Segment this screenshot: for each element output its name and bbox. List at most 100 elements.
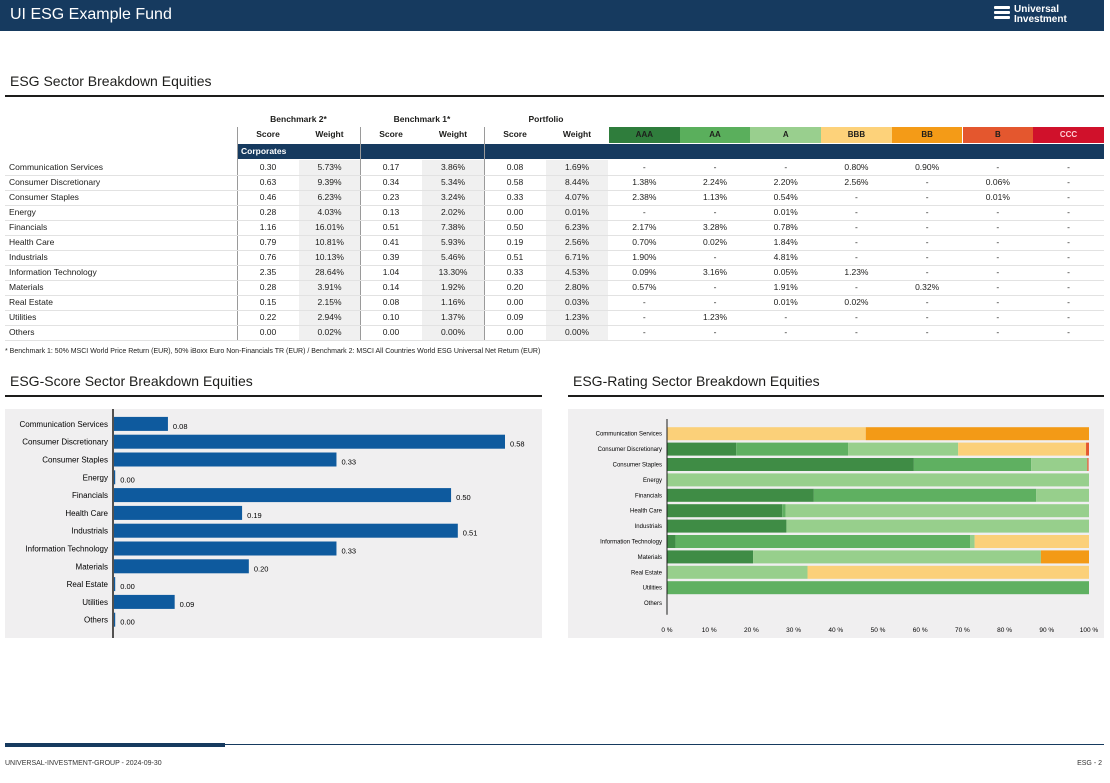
rating-category-label: Real Estate <box>631 570 663 576</box>
rating-header: CCC <box>1033 127 1104 143</box>
rating-category-label: Information Technology <box>600 540 662 546</box>
rating-segment <box>667 504 783 518</box>
rating-chart-svg: Communication Services Consumer Discretio… <box>596 419 1098 634</box>
rating-cell: - <box>996 312 1000 322</box>
score-value-label: 0.58 <box>510 440 525 449</box>
table-cell: 16.01% <box>315 222 344 232</box>
table-cell: 0.09 <box>506 312 524 322</box>
rating-cell: 2.38% <box>632 192 657 202</box>
column-header: Weight <box>438 129 468 139</box>
score-chart-rule <box>5 395 542 397</box>
rating-cell: 0.01% <box>773 297 798 307</box>
score-value-label: 0.00 <box>120 582 135 591</box>
rating-cell: - <box>996 327 1000 337</box>
rating-cell: 0.01% <box>985 192 1010 202</box>
rating-cell: - <box>855 312 858 322</box>
rating-cell: - <box>1067 267 1070 277</box>
rating-cell: - <box>713 162 717 172</box>
rating-cell: 2.17% <box>632 222 657 232</box>
score-value-label: 0.33 <box>341 458 356 467</box>
score-chart-title: ESG-Score Sector Breakdown Equities <box>10 373 253 389</box>
rating-cell: 0.78% <box>773 222 798 232</box>
rating-cell: - <box>1067 297 1070 307</box>
rating-header: BBB <box>821 127 892 143</box>
table-cell: 0.13 <box>382 207 400 217</box>
rating-cell: - <box>925 252 929 262</box>
rating-segment <box>753 550 1041 564</box>
rating-cell: - <box>642 312 646 322</box>
table-row: Information Technology 2.35 28.64% 1.04 13.3… <box>5 265 1104 281</box>
score-category-label: Financials <box>72 491 108 500</box>
table-row: Communication Services 0.30 5.73% 0.17 3.86%… <box>5 160 1104 176</box>
rating-x-tick: 80 % <box>997 627 1012 634</box>
rating-cell: - <box>855 192 858 202</box>
table-cell: 5.46% <box>440 252 466 262</box>
column-header: Score <box>503 129 527 139</box>
rating-cell: - <box>713 252 717 262</box>
rating-segment <box>675 535 970 548</box>
score-bar <box>114 541 337 556</box>
rating-header: AA <box>679 127 751 143</box>
rating-cell: 0.57% <box>632 282 657 292</box>
score-category-label: Industrials <box>72 527 108 536</box>
rating-category-label: Others <box>644 601 662 607</box>
table-cell: 0.17 <box>382 162 400 172</box>
rating-cell: - <box>925 312 929 322</box>
table-cell: 0.01% <box>564 207 590 217</box>
rating-x-tick: 50 % <box>871 627 886 634</box>
rating-cell: - <box>925 297 929 307</box>
rating-cell: - <box>713 207 717 217</box>
rating-cell: - <box>925 327 929 337</box>
table-cell: 6.23% <box>564 222 590 232</box>
rating-segment <box>974 535 1089 548</box>
rating-cell: 1.91% <box>773 282 798 292</box>
rating-segment <box>1087 458 1089 471</box>
rating-cell: 1.38% <box>632 177 657 187</box>
score-bar <box>114 612 116 627</box>
table-cell: 4.53% <box>564 267 590 277</box>
score-bar <box>114 470 116 485</box>
score-bar <box>114 416 168 431</box>
table-cell: 0.33 <box>506 192 524 202</box>
rating-cell: - <box>1067 327 1070 337</box>
table-row: Others 0.00 0.02% 0.00 0.00% 0.00 0.00% - - - - - - - <box>5 325 1104 341</box>
group-header: Benchmark 1* <box>393 114 451 124</box>
rating-cell: - <box>1067 312 1070 322</box>
rating-category-label: Utilities <box>643 586 662 592</box>
table-cell: 0.58 <box>506 177 524 187</box>
rating-category-label: Consumer Staples <box>613 463 662 469</box>
table-cell: 0.03% <box>564 297 590 307</box>
rating-segment <box>848 442 959 456</box>
rating-cell: - <box>996 162 1000 172</box>
rating-x-tick: 0 % <box>661 627 672 634</box>
table-cell: 10.81% <box>315 237 344 247</box>
table-cell: 6.71% <box>564 252 590 262</box>
rating-cell: - <box>996 222 1000 232</box>
column-header: Weight <box>315 129 344 139</box>
rating-cell: - <box>1067 222 1070 232</box>
table-cell: 0.22 <box>259 312 277 322</box>
rating-segment <box>1031 458 1088 471</box>
fund-title: UI ESG Example Fund <box>10 6 172 23</box>
rating-header: AAA <box>609 127 680 143</box>
rating-segment <box>667 488 814 502</box>
footer-accent-bar <box>5 743 225 747</box>
rating-category-label: Health Care <box>630 509 663 515</box>
rating-x-tick: 30 % <box>786 627 801 634</box>
logo-line1: Universal <box>1014 4 1060 15</box>
table-cell: 0.15 <box>259 297 277 307</box>
rating-cell: 0.90% <box>915 162 940 172</box>
sector-name: Consumer Discretionary <box>9 177 101 187</box>
rating-category-label: Consumer Discretionary <box>598 447 662 453</box>
rating-cell: - <box>996 252 1000 262</box>
rating-segment <box>667 581 1089 595</box>
table-cell: 0.63 <box>259 177 277 187</box>
table-title-rule <box>5 95 1104 97</box>
table-cell: 5.93% <box>440 237 466 247</box>
rating-cell: 0.32% <box>915 282 940 292</box>
rating-cell: - <box>1067 237 1070 247</box>
table-row: Utilities 0.22 2.94% 0.10 1.37% 0.09 1.23% - 1.2… <box>5 310 1104 326</box>
table-cell: 0.20 <box>506 282 524 292</box>
rating-segment <box>667 535 676 548</box>
sector-name: Information Technology <box>9 267 97 277</box>
